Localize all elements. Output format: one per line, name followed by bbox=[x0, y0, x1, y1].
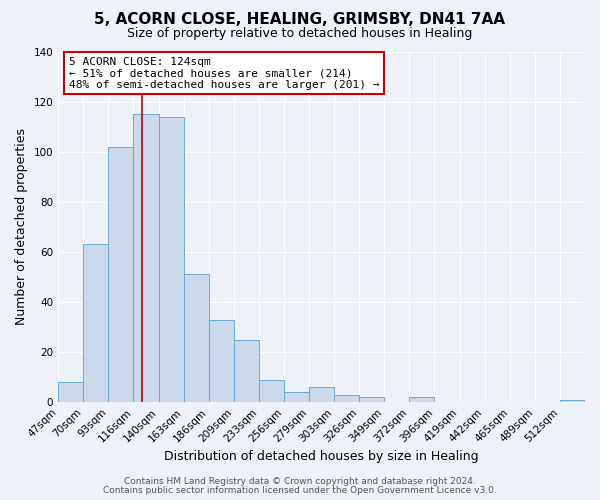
Bar bbox=[58, 382, 83, 402]
Bar bbox=[109, 146, 133, 402]
Bar bbox=[133, 114, 158, 402]
Text: Contains HM Land Registry data © Crown copyright and database right 2024.: Contains HM Land Registry data © Crown c… bbox=[124, 477, 476, 486]
Bar bbox=[359, 397, 385, 402]
X-axis label: Distribution of detached houses by size in Healing: Distribution of detached houses by size … bbox=[164, 450, 479, 462]
Bar bbox=[259, 380, 284, 402]
Bar bbox=[83, 244, 109, 402]
Bar bbox=[309, 387, 334, 402]
Y-axis label: Number of detached properties: Number of detached properties bbox=[15, 128, 28, 326]
Bar bbox=[334, 394, 359, 402]
Bar bbox=[409, 397, 434, 402]
Text: 5 ACORN CLOSE: 124sqm
← 51% of detached houses are smaller (214)
48% of semi-det: 5 ACORN CLOSE: 124sqm ← 51% of detached … bbox=[69, 57, 379, 90]
Bar bbox=[560, 400, 585, 402]
Bar bbox=[284, 392, 309, 402]
Text: Contains public sector information licensed under the Open Government Licence v3: Contains public sector information licen… bbox=[103, 486, 497, 495]
Text: Size of property relative to detached houses in Healing: Size of property relative to detached ho… bbox=[127, 28, 473, 40]
Bar bbox=[184, 274, 209, 402]
Bar bbox=[234, 340, 259, 402]
Bar bbox=[209, 320, 234, 402]
Text: 5, ACORN CLOSE, HEALING, GRIMSBY, DN41 7AA: 5, ACORN CLOSE, HEALING, GRIMSBY, DN41 7… bbox=[95, 12, 505, 28]
Bar bbox=[158, 116, 184, 402]
